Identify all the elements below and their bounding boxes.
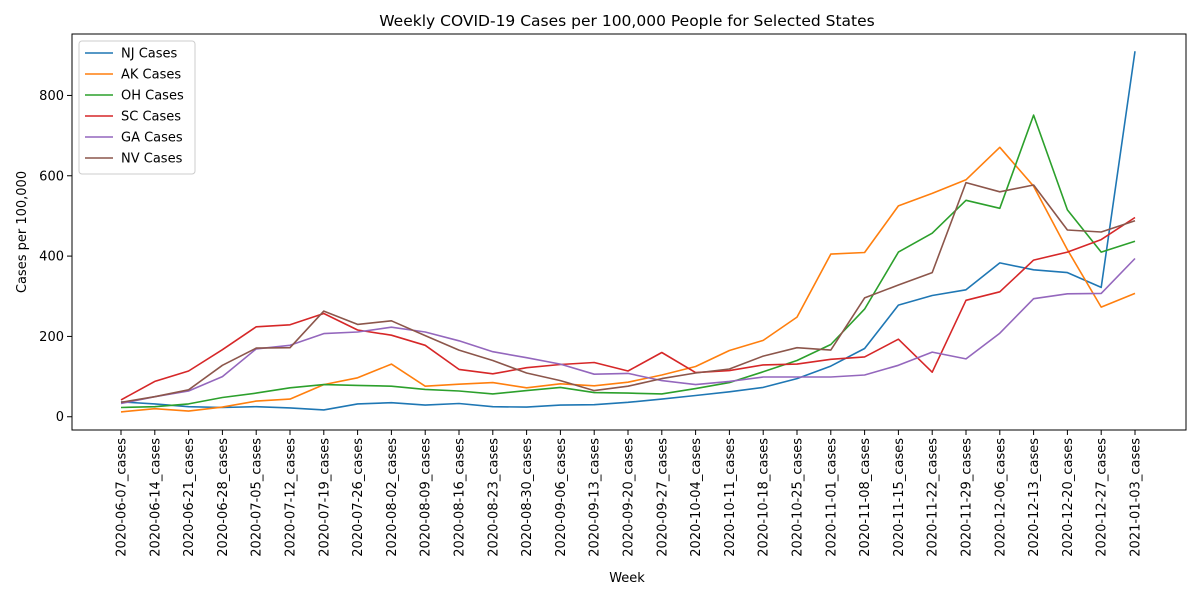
x-tick-label: 2020-07-26_cases [351,438,366,557]
series-lines [120,51,1136,413]
x-tick-label: 2020-08-30_cases [520,438,535,557]
series-line-ak-cases [120,146,1136,413]
x-tick-label: 2020-08-02_cases [385,438,400,557]
x-axis-label: Week [609,571,645,586]
series-line-nv-cases [120,181,1136,404]
x-tick-label: 2020-06-14_cases [148,438,163,557]
legend-label: AK Cases [121,68,181,83]
x-tick-label: 2020-08-23_cases [486,438,501,557]
plot-frame [71,33,1187,431]
chart-title: Weekly COVID-19 Cases per 100,000 People… [379,12,875,30]
y-tick-label: 0 [56,410,64,425]
x-tick-label: 2020-11-01_cases [824,438,839,557]
y-axis-label: Cases per 100,000 [15,171,30,293]
x-tick-label: 2020-08-09_cases [419,438,434,557]
x-tick-label: 2020-12-27_cases [1095,438,1110,557]
x-tick-label: 2020-09-27_cases [655,438,670,557]
legend-label: NV Cases [121,152,183,167]
x-tick-label: 2020-12-13_cases [1027,438,1042,557]
x-tick-label: 2020-11-15_cases [892,438,907,557]
x-tick-label: 2020-10-04_cases [689,438,704,557]
y-tick-label: 400 [39,250,64,265]
y-tick-label: 200 [39,330,64,345]
x-tick-label: 2020-12-20_cases [1061,438,1076,557]
legend-label: SC Cases [121,110,181,125]
x-tick-label: 2020-10-25_cases [791,438,806,557]
legend: NJ Cases AK Cases OH Cases SC Cases GA Cases… [78,40,196,175]
x-tick-label: 2020-09-20_cases [622,438,637,557]
series-line-nj-cases [120,51,1136,411]
plot-area [71,33,1187,431]
series-line-oh-cases [120,114,1136,409]
legend-label: OH Cases [121,89,184,104]
x-tick-label: 2020-11-22_cases [926,438,941,557]
x-axis: 2020-06-07_cases 2020-06-14_cases 2020-06-… [115,430,1144,557]
x-tick-label: 2020-10-18_cases [757,438,772,557]
y-tick-label: 800 [39,89,64,104]
x-tick-label: 2020-11-29_cases [960,438,975,557]
series-line-ga-cases [120,257,1136,405]
x-tick-label: 2020-07-19_cases [317,438,332,557]
y-tick-label: 600 [39,169,64,184]
x-tick-label: 2020-09-13_cases [588,438,603,557]
x-tick-label: 2020-06-07_cases [115,438,130,557]
series-line-sc-cases [120,216,1136,401]
x-tick-label: 2020-07-05_cases [250,438,265,557]
y-axis: 0 200 400 600 800 [39,89,72,425]
legend-label: GA Cases [121,131,183,146]
x-tick-label: 2020-10-11_cases [723,438,738,557]
x-tick-label: 2020-06-28_cases [216,438,231,557]
x-tick-label: 2020-06-21_cases [182,438,197,557]
x-tick-label: 2020-09-06_cases [554,438,569,557]
x-tick-label: 2020-08-16_cases [453,438,468,557]
x-tick-label: 2020-07-12_cases [284,438,299,557]
x-tick-label: 2020-11-08_cases [858,438,873,557]
legend-label: NJ Cases [121,47,178,62]
x-tick-label: 2021-01-03_cases [1129,438,1144,557]
x-tick-label: 2020-12-06_cases [993,438,1008,557]
